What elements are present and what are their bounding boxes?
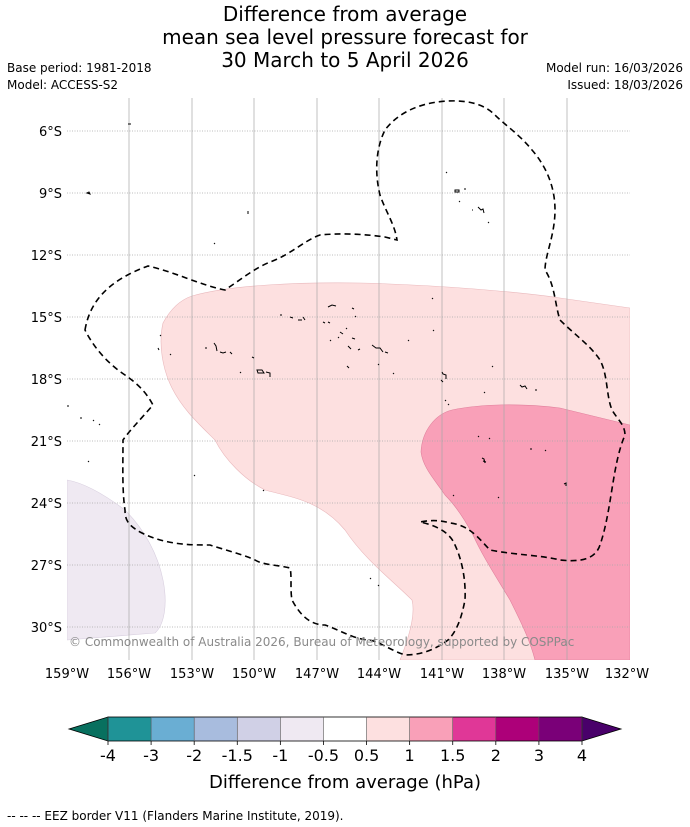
colorbar-tick-label: -0.5 — [308, 746, 339, 765]
colorbar-under-arrow — [67, 716, 109, 742]
colorbar-tick-label: 1.5 — [440, 746, 465, 765]
title-line-3: 30 March to 5 April 2026 — [221, 48, 469, 72]
islands — [67, 123, 567, 587]
lat-label: 30°S — [31, 621, 62, 636]
latitude-labels: 6°S 9°S 12°S 15°S 18°S 21°S 24°S 27°S 30… — [31, 125, 62, 636]
colorbar-segment — [366, 717, 410, 741]
lat-label: 18°S — [31, 373, 62, 388]
colorbar-tick-label: 3 — [534, 746, 544, 765]
colorbar-ticks: -4 -3 -2 -1.5 -1 -0.5 0.5 1 1.5 2 3 4 — [100, 717, 587, 765]
map-panel: © Commonwealth of Australia 2026, Bureau… — [67, 98, 630, 660]
colorbar-segment — [108, 717, 152, 741]
longitude-labels: 159°W 156°W 153°W 150°W 147°W 144°W 141°… — [45, 667, 649, 682]
colorbar-tick-label: 1 — [405, 746, 415, 765]
colorbar-segment — [237, 717, 281, 741]
lat-label: 9°S — [39, 187, 62, 202]
gridlines — [67, 98, 630, 660]
eez-footer-legend: -- -- -- EEZ border V11 (Flanders Marine… — [7, 809, 344, 823]
colorbar-segment — [452, 717, 497, 741]
lat-label: 21°S — [31, 435, 62, 450]
lon-label: 141°W — [420, 667, 464, 682]
lon-label: 138°W — [482, 667, 526, 682]
lat-label: 27°S — [31, 559, 62, 574]
colorbar-over-arrow — [581, 716, 623, 742]
colorbar-tick-label: 4 — [577, 746, 587, 765]
lat-label: 6°S — [39, 125, 62, 140]
anomaly-region-neg — [67, 479, 166, 641]
colorbar-tick-label: 0.5 — [354, 746, 379, 765]
eez-border — [84, 100, 626, 656]
issued-date: Issued: 18/03/2026 — [567, 78, 683, 92]
colorbar-segment — [280, 717, 324, 741]
anomaly-region-1-1.5 — [420, 404, 630, 660]
colorbar-segment — [194, 717, 238, 741]
lon-label: 147°W — [295, 667, 339, 682]
lon-label: 135°W — [545, 667, 589, 682]
colorbar-segments — [108, 717, 583, 741]
colorbar-segment — [151, 717, 195, 741]
lon-label: 132°W — [605, 667, 649, 682]
colorbar-tick-label: -1 — [272, 746, 288, 765]
model-run: Model run: 16/03/2026 — [545, 61, 683, 75]
colorbar-segment — [495, 717, 540, 741]
colorbar-tick-label: -2 — [186, 746, 202, 765]
title-line-1: Difference from average — [222, 2, 468, 26]
lon-label: 156°W — [107, 667, 151, 682]
colorbar-segment — [323, 717, 367, 741]
title-line-2: mean sea level pressure forecast for — [162, 25, 528, 49]
model-name: Model: ACCESS-S2 — [7, 78, 119, 92]
colorbar-segment — [538, 717, 583, 741]
colorbar-tick-label: 2 — [491, 746, 501, 765]
lat-label: 15°S — [31, 311, 62, 326]
lon-label: 144°W — [357, 667, 401, 682]
base-period: Base period: 1981-2018 — [7, 61, 152, 75]
colorbar-segment — [409, 717, 454, 741]
colorbar-label: Difference from average (hPa) — [209, 772, 481, 793]
colorbar: -4 -3 -2 -1.5 -1 -0.5 0.5 1 1.5 2 3 4 Difference fr… — [67, 716, 623, 793]
copyright-notice: © Commonwealth of Australia 2026, Bureau… — [69, 635, 574, 649]
colorbar-tick-label: -3 — [143, 746, 159, 765]
lat-label: 24°S — [31, 497, 62, 512]
colorbar-tick-label: -1.5 — [222, 746, 253, 765]
lon-label: 159°W — [45, 667, 89, 682]
lon-label: 150°W — [232, 667, 276, 682]
lat-label: 12°S — [31, 249, 62, 264]
colorbar-tick-label: -4 — [100, 746, 116, 765]
lon-label: 153°W — [170, 667, 214, 682]
